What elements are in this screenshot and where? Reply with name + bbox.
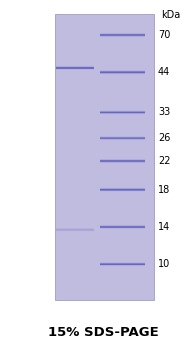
Text: 18: 18 — [158, 185, 170, 195]
Text: kDa: kDa — [161, 10, 180, 20]
Text: 14: 14 — [158, 222, 170, 232]
Text: 70: 70 — [158, 30, 170, 40]
Text: 44: 44 — [158, 68, 170, 77]
Text: 33: 33 — [158, 107, 170, 117]
Text: 10: 10 — [158, 259, 170, 269]
Text: 15% SDS-PAGE: 15% SDS-PAGE — [48, 326, 159, 339]
Text: 26: 26 — [158, 133, 170, 143]
Bar — [55, 14, 154, 300]
Text: 22: 22 — [158, 156, 170, 166]
